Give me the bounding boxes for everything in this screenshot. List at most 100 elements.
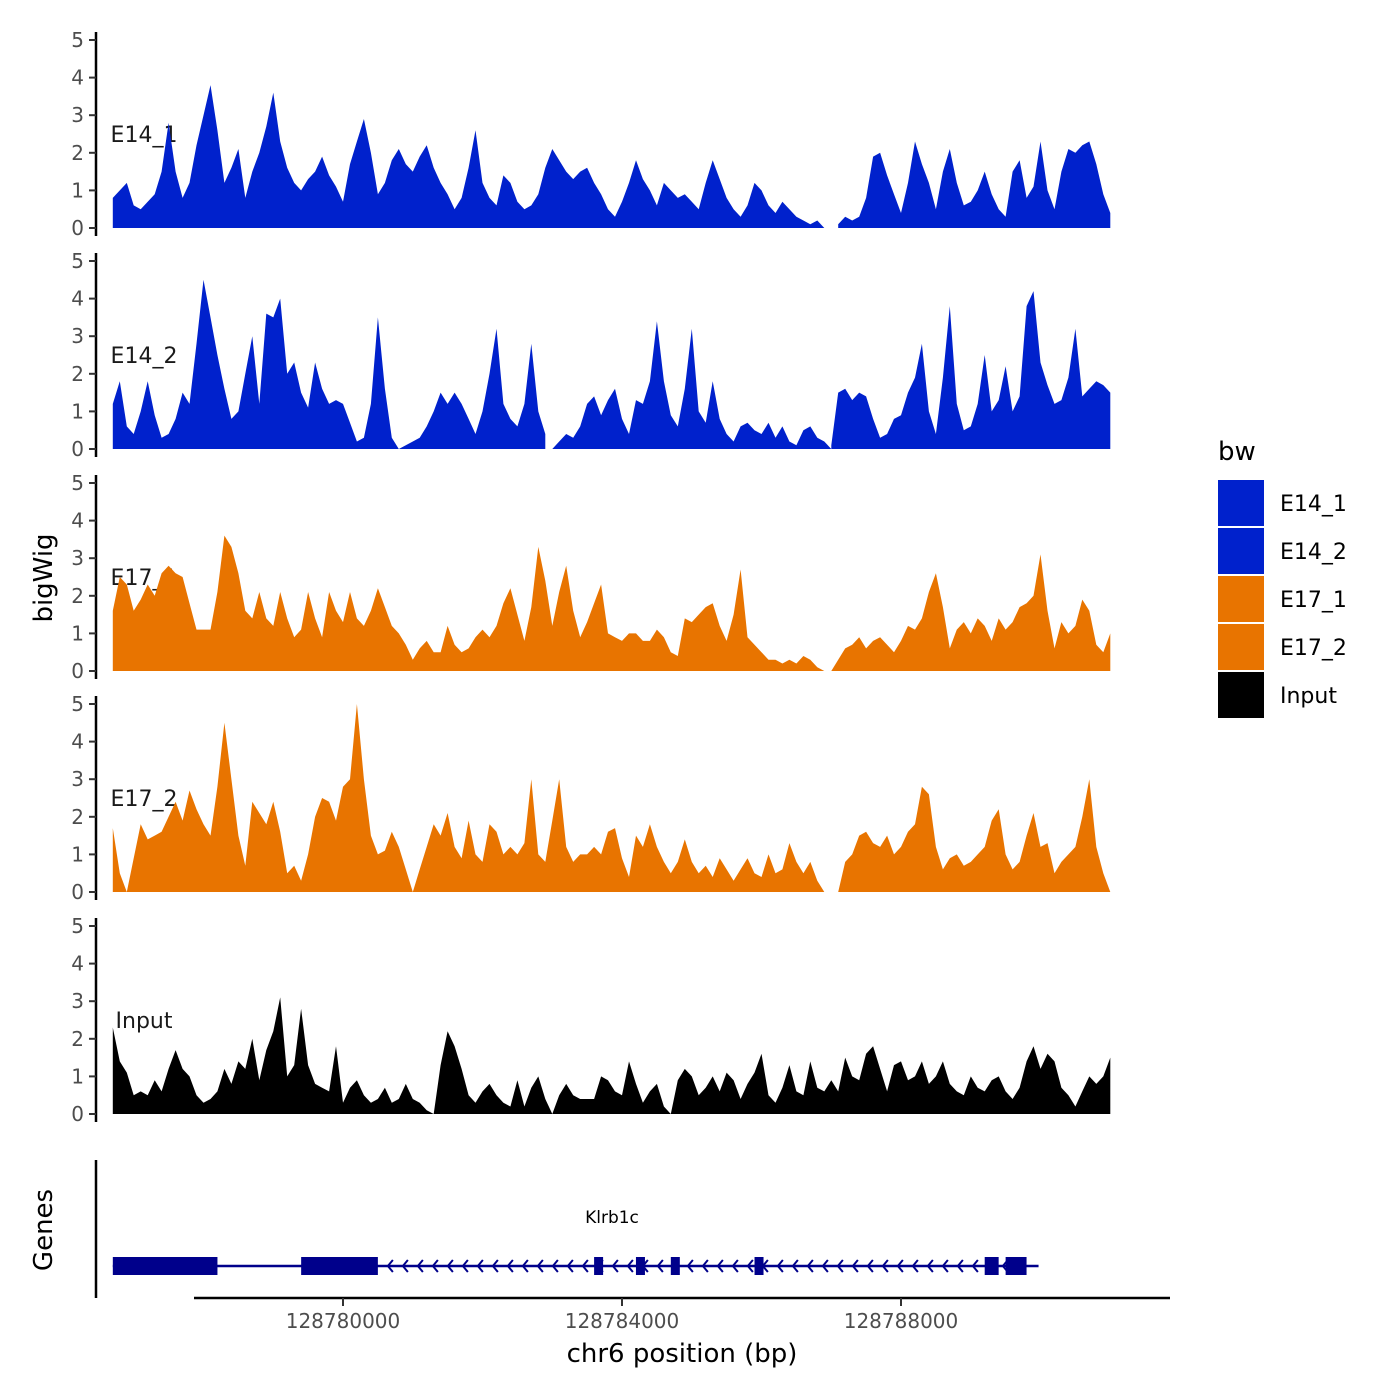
gene-exon bbox=[670, 1257, 680, 1275]
y-tick-label: 4 bbox=[71, 287, 84, 311]
strand-arrow bbox=[836, 1259, 844, 1273]
legend-label: E17_2 bbox=[1280, 636, 1347, 661]
y-tick-label: 3 bbox=[71, 324, 84, 348]
y-tick-label: 0 bbox=[71, 880, 84, 904]
strand-arrow bbox=[491, 1259, 499, 1273]
strand-arrow bbox=[551, 1259, 559, 1273]
strand-arrow bbox=[401, 1259, 409, 1273]
track-label: E17_2 bbox=[111, 787, 178, 812]
gene-exon bbox=[594, 1257, 604, 1275]
y-tick-label: 5 bbox=[71, 471, 84, 495]
track-label: Input bbox=[116, 1009, 173, 1034]
coverage-area-E14_2 bbox=[112, 279, 546, 449]
x-axis-title: chr6 position (bp) bbox=[567, 1339, 798, 1369]
x-tick-label: 128788000 bbox=[844, 1309, 959, 1333]
y-tick-label: 4 bbox=[71, 952, 84, 976]
x-axis: 128780000 128784000 128788000 bbox=[194, 1296, 1170, 1333]
gene-exon bbox=[984, 1257, 999, 1275]
coverage-area-E17_2 bbox=[112, 704, 832, 892]
gene-exon bbox=[1005, 1257, 1027, 1275]
legend-key-E17_2 bbox=[1218, 624, 1264, 670]
strand-arrow bbox=[476, 1259, 484, 1273]
coverage-area-E14_1 bbox=[838, 141, 1111, 228]
coverage-panels: 012345E14_1012345E14_2012345E17_1012345E… bbox=[71, 28, 1111, 1126]
strand-arrow bbox=[431, 1259, 439, 1273]
strand-arrow bbox=[611, 1259, 619, 1273]
track-label: E14_2 bbox=[111, 344, 178, 369]
strand-arrow bbox=[866, 1259, 874, 1273]
y-tick-label: 2 bbox=[71, 141, 84, 165]
y-tick-label: 1 bbox=[71, 842, 84, 866]
strand-arrow bbox=[626, 1259, 634, 1273]
coverage-area-E14_1 bbox=[112, 85, 825, 228]
y-tick-label: 5 bbox=[71, 28, 84, 52]
track-E17_2: 0 1 2 3 4 5 E17_2 bbox=[71, 692, 1111, 904]
y-tick-label: 1 bbox=[71, 178, 84, 202]
coverage-area-Input bbox=[112, 997, 1111, 1114]
strand-arrow bbox=[416, 1259, 424, 1273]
strand-arrow bbox=[911, 1259, 919, 1273]
legend-key-E14_1 bbox=[1218, 480, 1264, 526]
strand-arrow bbox=[956, 1259, 964, 1273]
legend-title: bw bbox=[1218, 437, 1256, 467]
y-tick-label: 5 bbox=[71, 692, 84, 716]
y-axis-title: bigWig bbox=[29, 533, 59, 622]
gene-panel: Klrb1c bbox=[94, 1160, 1039, 1298]
gene-name-label: Klrb1c bbox=[585, 1208, 639, 1228]
legend-key-Input bbox=[1218, 672, 1264, 718]
strand-arrow bbox=[446, 1259, 454, 1273]
strand-arrow bbox=[701, 1259, 709, 1273]
gene-exon bbox=[754, 1257, 764, 1275]
y-tick-label: 2 bbox=[71, 584, 84, 608]
y-tick-label: 3 bbox=[71, 103, 84, 127]
y-tick-label: 3 bbox=[71, 767, 84, 791]
gene-exon bbox=[635, 1257, 645, 1275]
y-tick-label: 0 bbox=[71, 659, 84, 683]
y-tick-label: 1 bbox=[71, 621, 84, 645]
strand-arrow bbox=[686, 1259, 694, 1273]
y-tick-label: 0 bbox=[71, 216, 84, 240]
strand-arrow bbox=[386, 1259, 394, 1273]
y-tick-label: 0 bbox=[71, 437, 84, 461]
legend-key-E14_2 bbox=[1218, 528, 1264, 574]
strand-arrow bbox=[896, 1259, 904, 1273]
y-tick-label: 2 bbox=[71, 805, 84, 829]
coverage-area-E17_2 bbox=[838, 779, 1111, 892]
strand-arrow bbox=[776, 1259, 784, 1273]
strand-arrow bbox=[881, 1259, 889, 1273]
strand-arrow bbox=[821, 1259, 829, 1273]
legend-label: E14_2 bbox=[1280, 540, 1347, 565]
y-tick-label: 2 bbox=[71, 362, 84, 386]
strand-arrow bbox=[941, 1259, 949, 1273]
strand-arrow bbox=[581, 1259, 589, 1273]
strand-arrow bbox=[536, 1259, 544, 1273]
y-tick-label: 3 bbox=[71, 989, 84, 1013]
gene-exon bbox=[112, 1257, 218, 1275]
y-tick-label: 3 bbox=[71, 546, 84, 570]
y-tick-label: 1 bbox=[71, 399, 84, 423]
y-tick-label: 5 bbox=[71, 249, 84, 273]
coverage-area-E14_2 bbox=[552, 321, 1111, 449]
x-tick-label: 128784000 bbox=[565, 1309, 680, 1333]
legend-label: E14_1 bbox=[1280, 492, 1347, 517]
strand-arrow bbox=[731, 1259, 739, 1273]
strand-arrow bbox=[926, 1259, 934, 1273]
strand-arrow bbox=[461, 1259, 469, 1273]
strand-arrow bbox=[716, 1259, 724, 1273]
strand-arrow bbox=[971, 1259, 979, 1273]
coverage-area-E17_1 bbox=[112, 535, 832, 671]
strand-arrow bbox=[566, 1259, 574, 1273]
strand-arrow bbox=[851, 1259, 859, 1273]
coverage-area-E14_2 bbox=[831, 291, 1111, 449]
legend: bw E14_1 E14_2 E17_1 E17_2 Input bbox=[1218, 437, 1347, 718]
legend-label: Input bbox=[1280, 684, 1337, 709]
track-E14_2: 0 1 2 3 4 5 E14_2 bbox=[71, 249, 1111, 461]
y-tick-label: 4 bbox=[71, 730, 84, 754]
genes-axis-title: Genes bbox=[29, 1189, 59, 1271]
strand-arrow bbox=[656, 1259, 664, 1273]
y-tick-label: 5 bbox=[71, 914, 84, 938]
strand-arrow bbox=[746, 1259, 754, 1273]
gene-exon bbox=[301, 1257, 378, 1275]
